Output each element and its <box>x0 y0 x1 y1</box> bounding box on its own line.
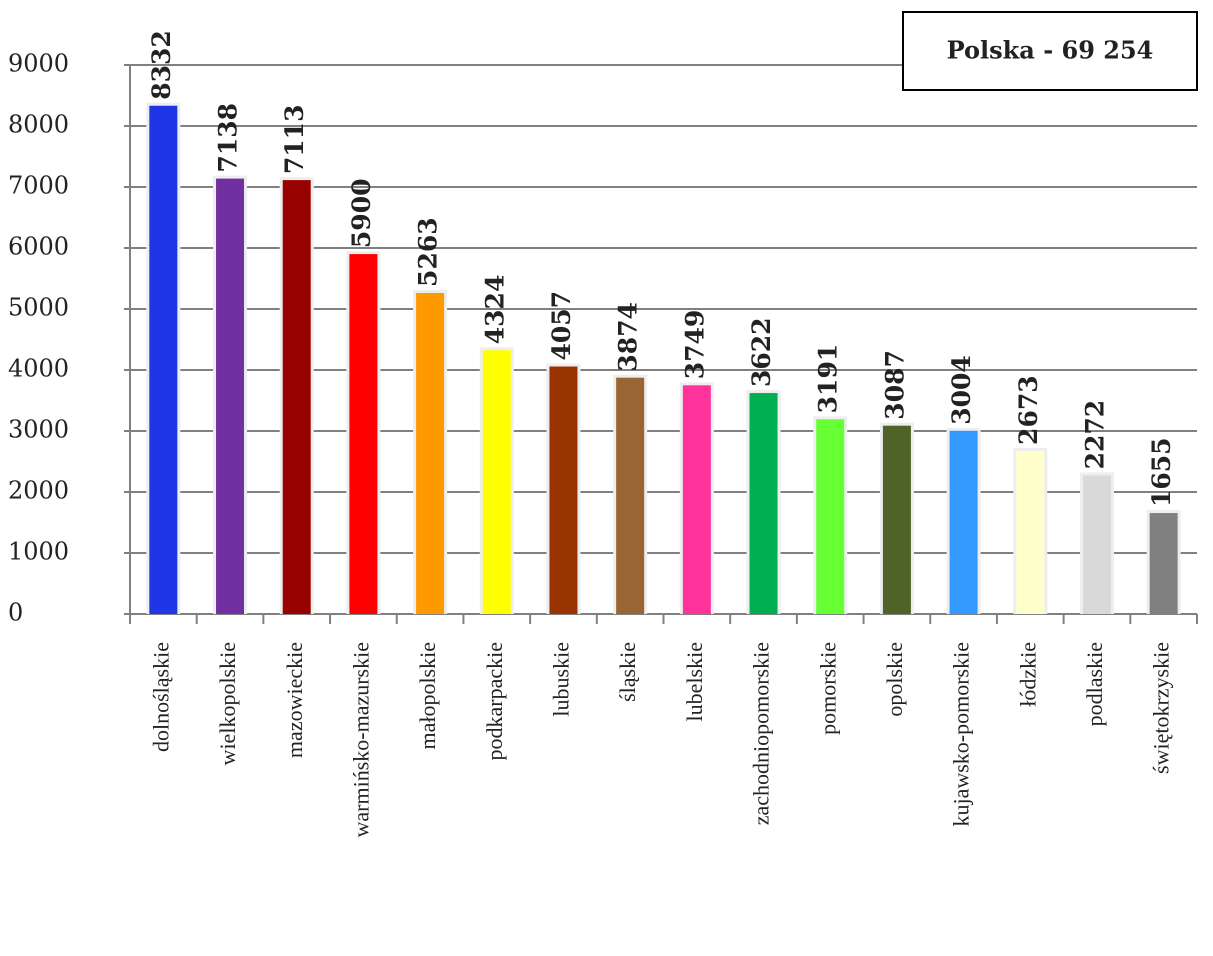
value-label: 8332 <box>147 30 176 100</box>
x-tick-label: podkarpackie <box>482 642 507 761</box>
value-label: 4324 <box>480 275 509 345</box>
bar <box>749 393 778 614</box>
bar <box>149 105 178 615</box>
y-tick-label: 4000 <box>8 355 69 383</box>
x-tick-label: łódzkie <box>1015 642 1040 707</box>
y-tick-label: 0 <box>8 599 23 627</box>
value-label: 3087 <box>880 350 909 420</box>
bar <box>349 254 378 614</box>
y-tick-label: 3000 <box>8 416 69 444</box>
y-tick-label: 6000 <box>8 233 69 261</box>
value-label: 5263 <box>414 217 443 287</box>
value-label: 3191 <box>814 344 843 414</box>
x-tick-label: kujawsko-pomorskie <box>949 642 974 827</box>
y-tick-label: 1000 <box>8 538 69 566</box>
x-tick-label: śląskie <box>615 642 640 702</box>
value-label: 2673 <box>1014 375 1043 445</box>
y-tick-label: 8000 <box>8 111 69 139</box>
value-label: 4057 <box>547 291 576 361</box>
x-tick-label: pomorskie <box>815 642 840 735</box>
y-tick-label: 7000 <box>8 172 69 200</box>
bar <box>682 385 711 614</box>
y-tick-label: 9000 <box>8 50 69 78</box>
x-tick-label: świętokrzyskie <box>1149 642 1174 774</box>
x-tick-label: opolskie <box>882 642 907 717</box>
bar <box>882 425 911 614</box>
x-tick-label: podlaskie <box>1082 642 1107 726</box>
value-label: 3874 <box>614 302 643 372</box>
value-label: 3749 <box>680 310 709 380</box>
value-label: 5900 <box>347 179 376 249</box>
bar <box>1149 513 1178 614</box>
bar <box>816 419 845 614</box>
y-tick-label: 2000 <box>8 477 69 505</box>
x-tick-label: małopolskie <box>415 642 440 750</box>
x-tick-label: warmińsko-mazurskie <box>348 642 373 838</box>
value-label: 3622 <box>747 317 776 387</box>
value-label: 7138 <box>214 103 243 173</box>
bar <box>949 430 978 614</box>
x-tick-label: zachodniopomorskie <box>749 642 774 825</box>
value-label: 1655 <box>1147 437 1176 507</box>
x-tick-label: mazowieckie <box>282 642 307 758</box>
y-tick-label: 5000 <box>8 294 69 322</box>
annotation-box <box>902 11 1198 91</box>
bar <box>416 292 445 614</box>
bar <box>216 178 245 614</box>
annotation: Polska - 69 254 <box>947 36 1154 65</box>
x-tick-label: dolnośląskie <box>148 642 173 752</box>
bar <box>1016 450 1045 614</box>
x-tick-label: lubuskie <box>549 642 574 717</box>
bar <box>282 180 311 614</box>
value-label: 2272 <box>1080 400 1109 470</box>
bar <box>482 350 511 614</box>
value-label: 7113 <box>280 105 309 175</box>
bar <box>616 377 645 614</box>
bar <box>549 366 578 614</box>
x-tick-label: wielkopolskie <box>215 642 240 765</box>
x-tick-label: lubelskie <box>682 642 707 721</box>
bar <box>1082 475 1111 614</box>
value-label: 3004 <box>947 355 976 425</box>
